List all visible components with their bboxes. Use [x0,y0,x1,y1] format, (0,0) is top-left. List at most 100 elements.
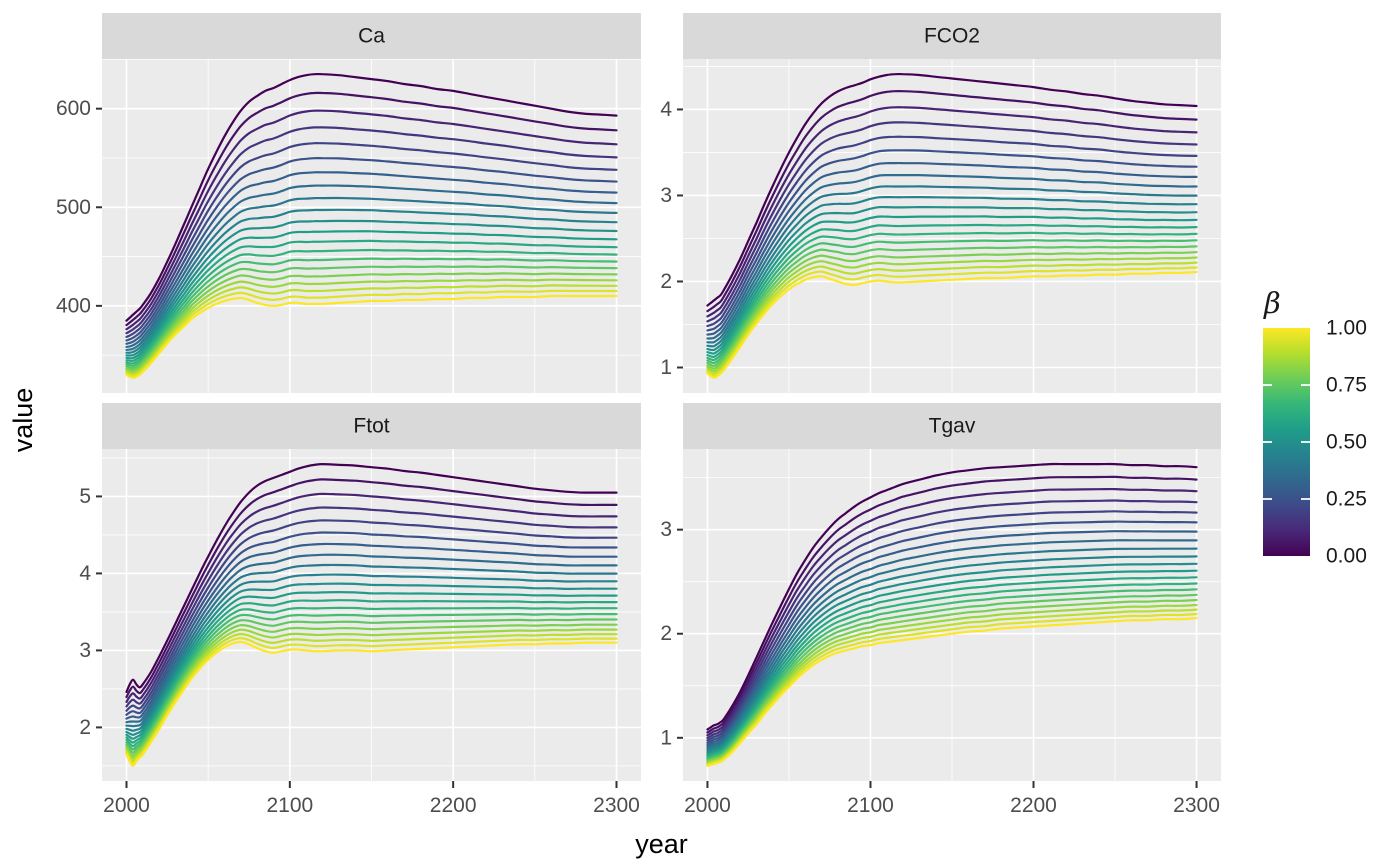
line-ftot-beta-0.3 [125,542,618,720]
line-ca-beta-0.85 [125,278,618,374]
line-tgav-beta-0.5 [706,562,1198,754]
line-ftot-beta-0.5 [125,582,618,736]
legend-tick-label: 0.75 [1326,374,1367,397]
line-tgav-beta-0.1 [706,487,1198,737]
line-ftot-beta-0.05 [125,478,618,699]
line-ftot-beta-0 [125,463,618,694]
line-ftot-beta-0.45 [125,573,618,732]
series-group-tgav [706,462,1198,768]
line-tgav-beta-1 [706,617,1198,768]
legend-tick-label: 1.00 [1326,317,1367,340]
line-fco2-beta-1 [706,270,1198,379]
line-ftot-beta-0.8 [125,623,618,757]
line-tgav-beta-0.15 [706,499,1198,740]
y-tick-label: 2 [660,270,672,293]
line-ftot-beta-0.4 [125,563,618,728]
line-ftot-beta-1 [125,640,618,767]
line-tgav-beta-0.45 [706,555,1198,753]
line-fco2-beta-0.15 [706,121,1198,323]
line-fco2-beta-0.25 [706,149,1198,332]
line-fco2-beta-0.65 [706,231,1198,362]
line-fco2-beta-0.85 [706,256,1198,373]
facet-strip-ftot [102,403,641,449]
y-tick-label: 600 [56,97,91,120]
line-tgav-beta-0.65 [706,582,1198,759]
line-ca-beta-0.05 [125,91,618,327]
line-fco2-beta-0.35 [706,173,1198,340]
line-ca-beta-0.45 [125,208,618,354]
line-ca-beta-0.6 [125,239,618,362]
line-fco2-beta-0.95 [706,266,1198,377]
y-axis-title: value [8,388,38,453]
x-tick-label: 2300 [1173,794,1220,817]
line-ftot-beta-0.2 [125,519,618,712]
line-fco2-beta-0.8 [706,251,1198,370]
x-tick-label: 2000 [103,794,150,817]
line-fco2-beta-0.05 [706,90,1198,313]
line-fco2-beta-0.5 [706,205,1198,352]
y-tick-label: 1 [660,726,672,749]
line-fco2-beta-0.2 [706,135,1198,328]
facet-strip-fco2 [683,13,1221,59]
facet-title-ftot: Ftot [353,415,389,438]
line-ca-beta-0.25 [125,157,618,342]
line-fco2-beta-0 [706,72,1198,307]
line-ftot-beta-0.55 [125,591,618,740]
line-ca-beta-0.2 [125,142,618,339]
line-ca-beta-0.35 [125,184,618,349]
line-tgav-beta-0.25 [706,520,1198,744]
x-tick-label: 2100 [847,794,894,817]
line-ftot-beta-0.15 [125,506,618,708]
line-ftot-beta-0.35 [125,553,618,724]
line-tgav-beta-0.75 [706,593,1198,762]
series-group-ca [125,72,618,379]
line-tgav-beta-0.6 [706,576,1198,758]
series-group-ftot [125,463,618,767]
line-ca-beta-0.9 [125,284,618,376]
facet-title-fco2: FCO2 [924,25,980,48]
line-ca-beta-0 [125,72,618,322]
series-group-fco2 [706,72,1198,379]
x-tick-label: 2200 [1010,794,1057,817]
x-tick-label: 2200 [430,794,477,817]
line-tgav-beta-0.05 [706,475,1198,734]
y-tick-label: 2 [660,622,672,645]
facet-Ftot: Ftot 2 3 4 5 2000 2100 2200 2300 [79,403,641,817]
y-tick-label: 4 [660,98,672,121]
line-ftot-beta-0.85 [125,628,618,760]
line-tgav-beta-0.3 [706,530,1198,747]
y-tick-label: 3 [79,639,91,662]
line-ca-beta-0.8 [125,272,618,372]
line-tgav-beta-0.4 [706,547,1198,751]
line-ca-beta-0.7 [125,257,618,367]
x-tick-label: 2300 [593,794,640,817]
y-tick-label: 1 [660,356,672,379]
line-ftot-beta-0.25 [125,531,618,716]
legend-tick-label: 0.25 [1326,488,1367,511]
legend-title-beta: β [1263,286,1281,320]
line-ftot-beta-0.65 [125,606,618,748]
legend-tick-label: 0.50 [1326,431,1367,454]
line-fco2-beta-0.4 [706,185,1198,344]
facet-Ca: Ca 400 500 600 [56,13,641,393]
facet-title-ca: Ca [358,25,385,48]
line-ca-beta-0.65 [125,248,618,365]
line-tgav-beta-0 [706,462,1198,731]
facet-strip-ca [102,13,641,59]
line-ca-beta-0.1 [125,109,618,331]
line-ftot-beta-0.1 [125,492,618,704]
line-ftot-beta-0.6 [125,599,618,744]
x-axis-title: year [635,829,688,859]
line-ca-beta-0.15 [125,126,618,335]
line-fco2-beta-0.1 [706,106,1198,318]
legend: β 1.00 0.75 0.50 0.25 0.00 [1263,286,1367,568]
facet-title-tgav: Tgav [929,415,976,438]
line-fco2-beta-0.55 [706,215,1198,355]
line-ca-beta-0.75 [125,265,618,370]
y-tick-label: 3 [660,184,672,207]
line-tgav-beta-0.55 [706,569,1198,756]
y-tick-label: 400 [56,294,91,317]
line-tgav-beta-0.8 [706,598,1198,763]
